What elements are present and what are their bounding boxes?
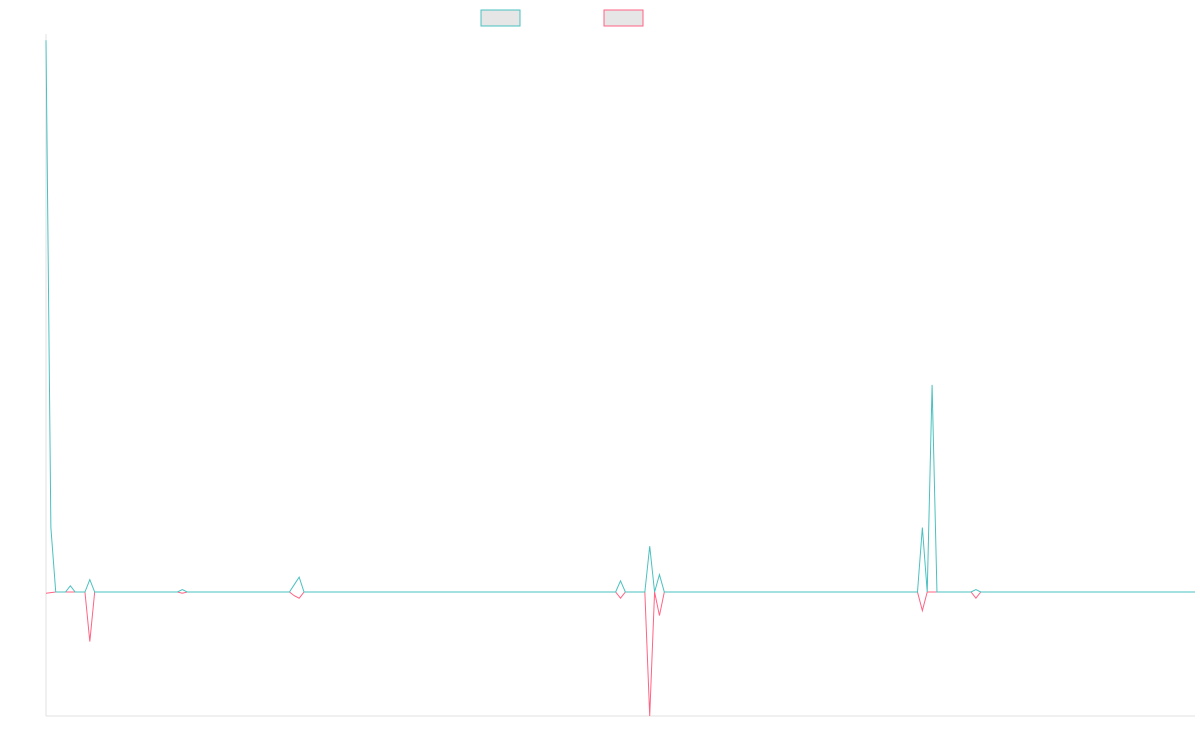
- legend-swatch[interactable]: [480, 9, 521, 27]
- legend-swatch[interactable]: [603, 9, 644, 27]
- series-line: [45, 591, 1195, 717]
- series-line: [45, 40, 1195, 593]
